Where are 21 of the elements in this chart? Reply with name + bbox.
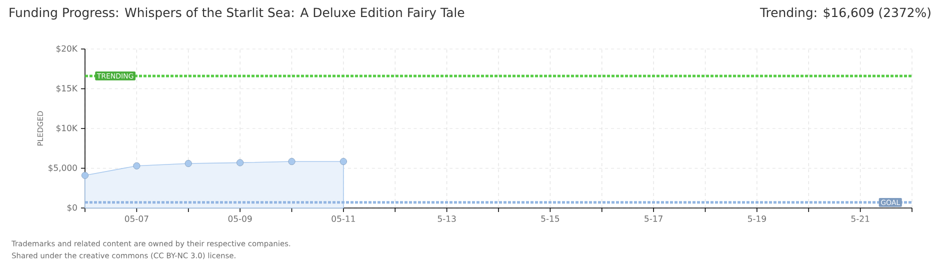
x-tick-label: 05-07 — [124, 216, 148, 222]
y-tick-label: $0 — [67, 204, 77, 212]
x-tick-label: 5-21 — [851, 216, 870, 222]
x-tick-label: 05-11 — [332, 216, 355, 222]
y-tick-label: $20K — [56, 45, 78, 53]
point — [236, 159, 244, 166]
x-tick-label: 5-15 — [541, 216, 560, 222]
point — [133, 162, 140, 170]
x-tick-label: 5-19 — [748, 216, 766, 222]
point — [184, 160, 192, 168]
y-tick-label: $5,000 — [48, 164, 77, 172]
point — [288, 158, 296, 166]
chart-title: Funding Progress: Whispers of the Starlit Sea: A Deluxe Edition Fairy Tale — [10, 8, 464, 20]
x-tick-label: 05-09 — [228, 216, 252, 222]
chart-subtitle: Trending: $16,609 (2372%) — [760, 8, 930, 20]
y-tick-label: $15K — [56, 84, 78, 93]
x-tick-label: 5-17 — [644, 216, 662, 222]
point — [340, 158, 347, 166]
point — [81, 172, 89, 179]
y-tick-label: $10K — [56, 124, 78, 132]
x-tick-label: 5-13 — [438, 216, 456, 222]
